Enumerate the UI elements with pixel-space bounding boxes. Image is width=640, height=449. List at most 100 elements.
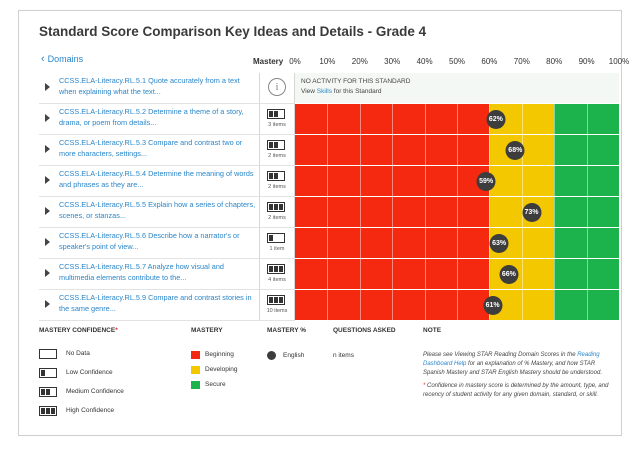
standard-row[interactable]: CCSS.ELA-Literacy.RL.5.2 Determine a the… <box>39 104 619 135</box>
percent-tick-label: 60% <box>481 57 498 66</box>
gridline <box>521 104 523 134</box>
expand-caret-icon[interactable] <box>45 207 50 215</box>
percent-tick-label: 50% <box>448 57 466 66</box>
percent-tick-label: 90% <box>578 57 595 66</box>
gridline <box>392 135 394 165</box>
zone-developing <box>489 166 555 196</box>
standard-link[interactable]: CCSS.ELA-Literacy.RL.5.2 Determine a the… <box>59 107 244 127</box>
mastery-score-dot[interactable]: 59% <box>476 172 496 191</box>
back-to-domains-link[interactable]: ‹ Domains <box>41 53 83 65</box>
standard-link[interactable]: CCSS.ELA-Literacy.RL.5.1 Quote accuratel… <box>59 76 240 96</box>
reading-dashboard-help-link[interactable]: Reading Dashboard Help <box>423 352 600 367</box>
percent-tick-label: 70% <box>513 57 530 66</box>
legend-confidence-label: No Data <box>66 350 90 357</box>
expand-caret-icon[interactable] <box>45 176 50 184</box>
expand-caret-icon[interactable] <box>45 269 50 277</box>
row-divider <box>39 258 295 259</box>
standard-link[interactable]: CCSS.ELA-Literacy.RL.5.5 Explain how a s… <box>59 200 256 220</box>
gridline <box>327 104 329 134</box>
mastery-bar: 63% <box>295 228 619 258</box>
expand-caret-icon[interactable] <box>45 145 50 153</box>
expand-caret-icon[interactable] <box>45 114 50 122</box>
mastery-score-dot[interactable]: 68% <box>505 141 525 160</box>
gridline <box>327 259 329 289</box>
standard-row[interactable]: CCSS.ELA-Literacy.RL.5.1 Quote accuratel… <box>39 73 619 104</box>
confidence-icon <box>39 349 57 359</box>
confidence-icon <box>267 140 285 150</box>
gridline <box>554 104 556 134</box>
info-icon[interactable]: i <box>268 78 286 96</box>
mastery-score-dot[interactable]: 61% <box>483 296 503 315</box>
zone-secure <box>554 228 619 258</box>
standard-row[interactable]: CCSS.ELA-Literacy.RL.5.5 Explain how a s… <box>39 197 619 228</box>
standard-row[interactable]: CCSS.ELA-Literacy.RL.5.9 Compare and con… <box>39 290 619 321</box>
gridline <box>424 135 426 165</box>
confidence-cell: 3 items <box>259 104 295 134</box>
mastery-score-dot[interactable]: 62% <box>486 110 506 129</box>
standard-row[interactable]: CCSS.ELA-Literacy.RL.5.4 Determine the m… <box>39 166 619 197</box>
view-skills-link[interactable]: Skills <box>316 88 332 95</box>
standard-link[interactable]: CCSS.ELA-Literacy.RL.5.9 Compare and con… <box>59 293 252 313</box>
mastery-bar: 62% <box>295 104 619 134</box>
gridline <box>489 197 491 227</box>
expand-caret-icon[interactable] <box>45 300 50 308</box>
gridline <box>424 166 426 196</box>
standard-row[interactable]: CCSS.ELA-Literacy.RL.5.3 Compare and con… <box>39 135 619 166</box>
legend-confidence-label: High Confidence <box>66 407 115 414</box>
mastery-score-dot[interactable]: 63% <box>489 234 509 253</box>
legend-note: Please see Viewing STAR Reading Domain S… <box>423 351 618 400</box>
items-count: 2 items <box>268 184 286 190</box>
gridline <box>457 228 458 258</box>
standard-link[interactable]: CCSS.ELA-Literacy.RL.5.3 Compare and con… <box>59 138 243 158</box>
legend-mastery-label: Secure <box>205 381 226 388</box>
legend-note-title: NOTE <box>423 327 442 334</box>
gridline <box>424 228 426 258</box>
standard-link[interactable]: CCSS.ELA-Literacy.RL.5.4 Determine the m… <box>59 169 254 189</box>
gridline <box>392 228 394 258</box>
gridline <box>359 166 361 196</box>
confidence-cell: 2 items <box>259 135 295 165</box>
confidence-cell: 4 items <box>259 259 295 289</box>
no-activity-cell: NO ACTIVITY FOR THIS STANDARD View Skills… <box>295 73 619 103</box>
gridline <box>392 104 394 134</box>
zone-secure <box>554 197 619 227</box>
gridline <box>586 197 588 227</box>
gridline <box>424 197 426 227</box>
mastery-bar: 68% <box>295 135 619 165</box>
row-divider <box>39 289 295 290</box>
gridline <box>424 104 426 134</box>
zone-beginning <box>295 166 490 196</box>
zone-secure <box>554 135 619 165</box>
confidence-cell: 2 items <box>259 166 295 196</box>
expand-caret-icon[interactable] <box>45 83 50 91</box>
percent-tick-label: 80% <box>546 57 563 66</box>
mastery-score-dot[interactable]: 73% <box>522 203 542 222</box>
gridline <box>327 290 329 320</box>
standard-link[interactable]: CCSS.ELA-Literacy.RL.5.7 Analyze how vis… <box>59 262 224 282</box>
standard-link[interactable]: CCSS.ELA-Literacy.RL.5.6 Describe how a … <box>59 231 240 251</box>
gridline <box>554 228 556 258</box>
mastery-score-dot[interactable]: 66% <box>499 265 519 284</box>
confidence-icon <box>267 295 285 305</box>
legend-mastery-label: Developing <box>205 366 238 373</box>
legend-confidence-label: Medium Confidence <box>66 388 124 395</box>
expand-caret-icon[interactable] <box>45 238 50 246</box>
percent-tick-label: 20% <box>351 57 368 66</box>
mastery-column-header: Mastery <box>253 57 284 66</box>
zone-secure <box>554 166 619 196</box>
gridline <box>457 135 458 165</box>
gridline <box>554 259 556 289</box>
percent-tick-label: 100% <box>608 57 630 66</box>
zone-secure <box>554 259 619 289</box>
gridline <box>457 166 458 196</box>
confidence-cell: 2 items <box>259 197 295 227</box>
row-divider <box>39 103 295 104</box>
items-count: 2 items <box>268 215 286 221</box>
gridline <box>359 290 361 320</box>
row-divider <box>39 134 295 135</box>
standard-row[interactable]: CCSS.ELA-Literacy.RL.5.7 Analyze how vis… <box>39 259 619 290</box>
confidence-icon <box>39 368 57 378</box>
confidence-icon <box>267 109 285 119</box>
standard-row[interactable]: CCSS.ELA-Literacy.RL.5.6 Describe how a … <box>39 228 619 259</box>
score-dot-swatch <box>267 351 276 360</box>
